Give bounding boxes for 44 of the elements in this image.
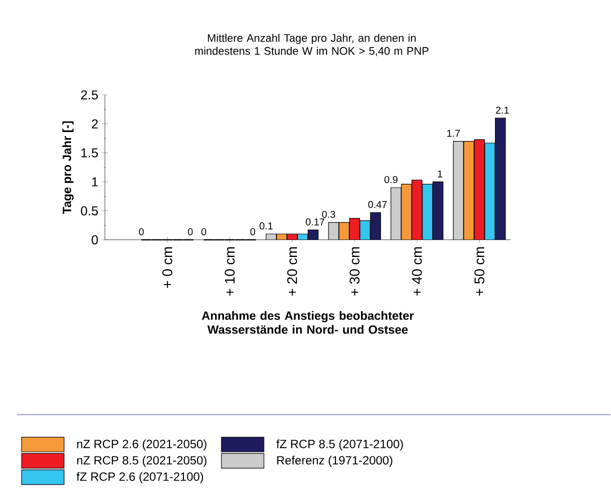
y-tick-label: 1.5: [81, 148, 98, 158]
data-label: 1: [438, 170, 442, 178]
x-tick-label: + 0 cm: [162, 247, 172, 288]
data-label: 0.17: [306, 218, 324, 226]
x-tick-label: + 50 cm: [474, 247, 484, 296]
y-tick-label: 1: [92, 178, 98, 186]
y-tick-label: 0.5: [80, 206, 98, 216]
x-tick-label: + 20 cm: [287, 247, 298, 296]
x-tick-label: + 40 cm: [412, 247, 422, 296]
chart-title: Mittlere Anzahl Tage pro Jahr, an denen in mindestens 1 Stunde W im NOK > 5,40 m PNP: [195, 34, 428, 56]
data-label: 0: [188, 228, 193, 236]
x-tick-label: + 10 cm: [224, 247, 235, 296]
data-label: 2.1: [496, 106, 509, 114]
bar: [422, 184, 433, 240]
legend-label: fZ RCP 2.6 (2071-2100): [76, 472, 204, 484]
data-label: 1.7: [447, 130, 460, 137]
legend-label: fZ RCP 8.5 (2071-2100): [276, 440, 403, 451]
x-axis-title: Annahme des Anstiegs beobachteter Wasserstände in Nord- und Ostsee: [202, 311, 414, 334]
bar: [390, 188, 402, 240]
data-label: 0.9: [384, 176, 398, 184]
legend-label: Referenz (1971-2000): [277, 456, 392, 468]
y-tick-label: 0: [92, 235, 98, 245]
y-tick-label: 2.5: [81, 90, 98, 100]
data-label: 0.47: [368, 201, 387, 208]
bar: [432, 182, 444, 240]
bar: [484, 142, 496, 240]
legend-label: nZ RCP 2.6 (2021-2050): [77, 440, 206, 451]
bar: [453, 141, 464, 240]
data-label: 0: [201, 228, 206, 236]
bar: [412, 180, 422, 240]
x-tick-label: + 30 cm: [350, 247, 360, 296]
y-tick-label: 2: [92, 120, 98, 129]
data-label: 0.1: [260, 222, 273, 230]
bar: [360, 220, 370, 240]
legend-label: nZ RCP 8.5 (2021-2050): [77, 456, 206, 468]
data-label: 0.3: [322, 211, 336, 218]
bar: [328, 222, 339, 240]
bar: [349, 218, 360, 240]
bar: [370, 212, 381, 240]
data-label: 0: [138, 228, 144, 236]
y-axis-title: Tage pro Jahr [-]: [62, 122, 74, 214]
data-label: 0: [250, 228, 256, 236]
bar: [474, 139, 485, 240]
bar: [494, 118, 506, 240]
